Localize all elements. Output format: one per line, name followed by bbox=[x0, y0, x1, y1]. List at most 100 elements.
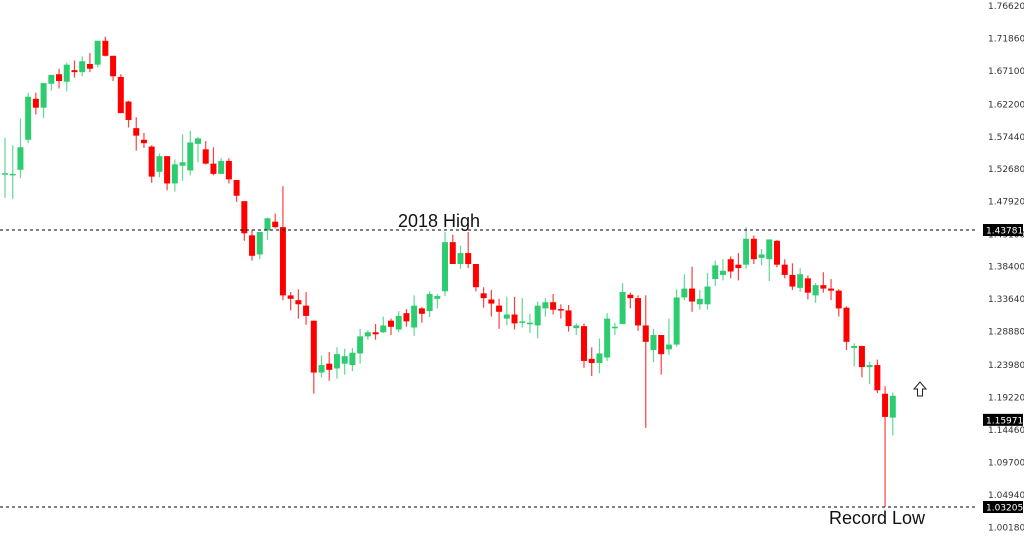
up-arrow-icon bbox=[912, 381, 928, 397]
candles-layer bbox=[2, 36, 896, 508]
price-tick-label: 1.62200 bbox=[988, 100, 1024, 110]
candle bbox=[187, 130, 194, 176]
candle bbox=[804, 275, 811, 300]
candle bbox=[843, 306, 850, 351]
price-tick-label: 1.04940 bbox=[988, 491, 1024, 501]
candle bbox=[94, 40, 101, 68]
candle bbox=[40, 83, 47, 118]
svg-text:1.43781: 1.43781 bbox=[986, 227, 1023, 237]
candle bbox=[658, 335, 665, 375]
candle bbox=[851, 343, 858, 367]
price-tick-label: 1.14460 bbox=[988, 426, 1024, 436]
candle bbox=[32, 92, 39, 115]
candle bbox=[156, 153, 163, 178]
price-tick-label: 1.00180 bbox=[988, 524, 1024, 534]
candle bbox=[488, 289, 495, 317]
candle bbox=[812, 283, 819, 303]
candle bbox=[341, 348, 348, 375]
candle bbox=[719, 259, 726, 281]
svg-text:1.15971: 1.15971 bbox=[986, 416, 1023, 426]
candle bbox=[256, 231, 263, 260]
candle bbox=[225, 158, 232, 184]
candle bbox=[781, 259, 788, 279]
candle bbox=[86, 53, 93, 73]
candle bbox=[673, 289, 680, 347]
candle bbox=[380, 316, 387, 333]
candle bbox=[627, 292, 634, 309]
candle bbox=[820, 272, 827, 293]
candle bbox=[202, 141, 209, 165]
candle bbox=[295, 289, 302, 319]
candle bbox=[712, 260, 719, 286]
candle bbox=[642, 295, 649, 428]
candle bbox=[534, 301, 541, 339]
candle bbox=[17, 118, 24, 178]
candle bbox=[465, 231, 472, 269]
price-tick-label: 1.19220 bbox=[988, 394, 1024, 404]
candle bbox=[279, 186, 286, 301]
candle bbox=[789, 263, 796, 290]
candle bbox=[496, 298, 503, 329]
candle bbox=[349, 347, 356, 372]
candle bbox=[25, 92, 32, 144]
candle bbox=[758, 248, 765, 266]
price-tick-label: 1.28880 bbox=[988, 328, 1024, 338]
price-tick-label: 1.23980 bbox=[988, 361, 1024, 371]
price-tick-label: 1.76620 bbox=[988, 2, 1024, 12]
candle bbox=[542, 298, 549, 317]
candle bbox=[472, 264, 479, 292]
candle bbox=[650, 328, 657, 363]
candle bbox=[596, 338, 603, 374]
candle bbox=[48, 74, 55, 91]
candle bbox=[318, 355, 325, 378]
candle bbox=[140, 132, 147, 148]
candle bbox=[171, 159, 178, 192]
candle bbox=[665, 318, 672, 355]
candle bbox=[526, 313, 533, 333]
candle bbox=[56, 68, 63, 89]
candle bbox=[750, 235, 757, 265]
price-tag: 1.03205 bbox=[983, 501, 1023, 514]
candle bbox=[457, 245, 464, 269]
candle bbox=[550, 294, 557, 315]
candle bbox=[357, 328, 364, 364]
candle bbox=[364, 330, 371, 340]
candle bbox=[326, 352, 333, 381]
candle bbox=[395, 311, 402, 333]
price-tick-label: 1.47920 bbox=[988, 198, 1024, 208]
candle bbox=[403, 309, 410, 327]
candle bbox=[835, 289, 842, 317]
candle bbox=[148, 145, 155, 183]
price-tick-label: 1.52680 bbox=[988, 165, 1024, 175]
candle bbox=[195, 137, 201, 163]
price-tick-label: 1.09700 bbox=[988, 459, 1024, 469]
candle bbox=[743, 227, 750, 269]
annotation-2018-high: 2018 High bbox=[398, 211, 480, 231]
candle bbox=[565, 304, 572, 332]
price-levels-layer bbox=[0, 229, 976, 508]
price-tag: 1.15971 bbox=[983, 413, 1023, 426]
candle bbox=[503, 296, 510, 326]
candle bbox=[797, 268, 804, 292]
candle bbox=[828, 279, 835, 301]
price-axis[interactable]: 1.76620 1.71860 1.67100 1.62200 1.57440 1.526… bbox=[983, 2, 1024, 534]
candle bbox=[866, 361, 873, 385]
candle bbox=[434, 294, 441, 309]
candle bbox=[241, 201, 248, 241]
candle bbox=[735, 253, 742, 281]
candle bbox=[179, 134, 186, 181]
candle bbox=[110, 55, 117, 82]
candle bbox=[766, 239, 773, 282]
candle bbox=[287, 291, 294, 311]
candle bbox=[426, 291, 433, 318]
price-tick-label: 1.67100 bbox=[988, 67, 1024, 77]
price-tick-label: 1.33640 bbox=[988, 295, 1024, 305]
candle bbox=[581, 323, 587, 368]
candle bbox=[71, 60, 78, 78]
candle bbox=[858, 345, 865, 378]
candle bbox=[442, 231, 449, 297]
candle bbox=[210, 147, 217, 176]
candle bbox=[704, 272, 711, 310]
candle bbox=[889, 392, 896, 436]
